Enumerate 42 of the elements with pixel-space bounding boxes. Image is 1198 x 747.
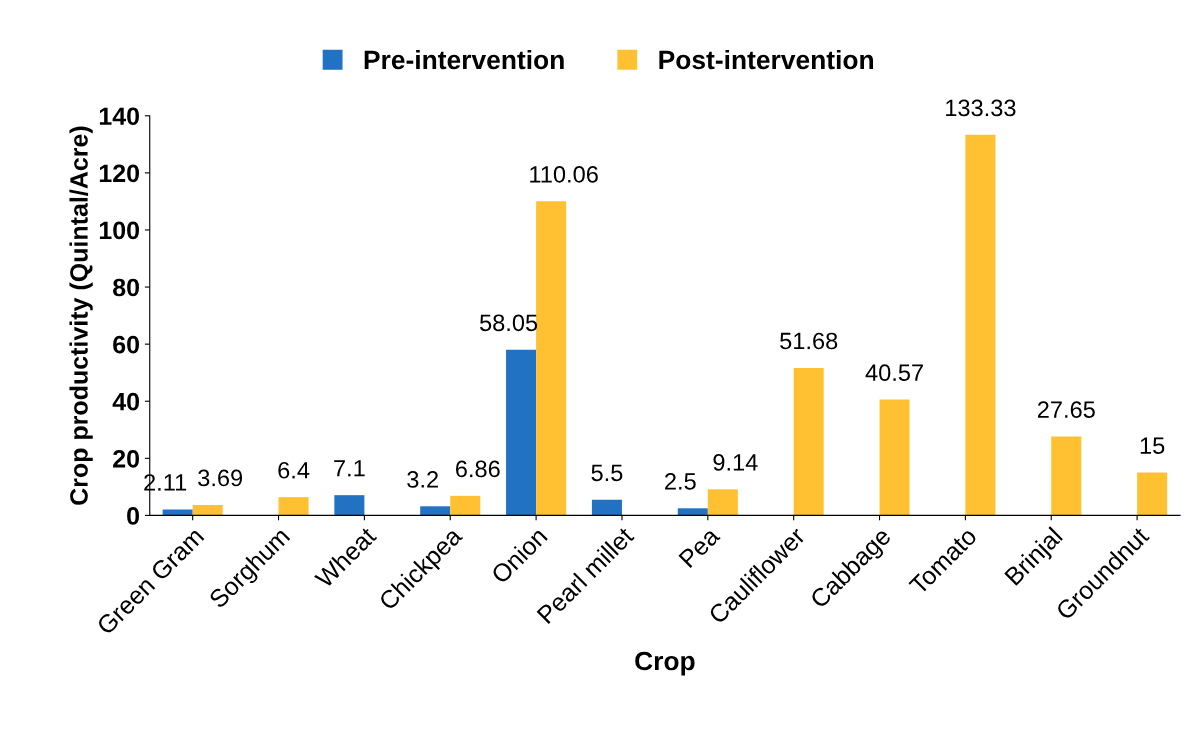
y-tick-label: 80 [113,278,140,297]
data-label: 6.4 [278,461,310,479]
y-tick-label: 100 [99,221,140,240]
bar [1051,436,1082,516]
bar [334,495,365,516]
y-tick-label: 60 [113,335,140,354]
data-label: 3.2 [407,471,438,488]
data-label: 51.68 [780,332,838,350]
data-label: 9.14 [713,454,758,471]
data-label: 110.06 [530,165,598,183]
bar [162,509,193,516]
data-label: 133.33 [946,99,1016,117]
data-label: 6.86 [456,460,500,478]
bar [506,349,537,516]
y-tick-label: 40 [112,392,140,411]
data-label: 15 [1140,437,1165,455]
y-tick-label: 120 [99,164,140,183]
data-label: 7.1 [334,460,365,477]
y-tick-label: 140 [99,107,140,126]
y-tick-label: 20 [113,449,140,468]
bar [677,508,708,516]
bar [879,399,910,516]
x-axis-title: Crop [635,651,695,676]
bar [278,497,309,516]
bar [450,495,481,516]
bar [1137,472,1168,516]
y-axis-title: Crop productivity (Quintal/Acre) [69,126,93,505]
bar [536,201,567,516]
data-label: 40.57 [865,364,923,382]
legend-label: Post-intervention [659,49,874,70]
bar [707,489,738,516]
bar [420,506,451,516]
bar [965,134,996,516]
data-label: 2.5 [665,473,696,490]
bar [793,367,824,516]
y-tick-label: 0 [127,507,139,525]
bar [192,504,223,516]
data-label: 5.5 [591,464,623,482]
data-label: 3.69 [198,469,243,487]
data-label: 27.65 [1037,401,1095,418]
legend-label: Pre-intervention [364,49,564,70]
bar [591,499,622,516]
